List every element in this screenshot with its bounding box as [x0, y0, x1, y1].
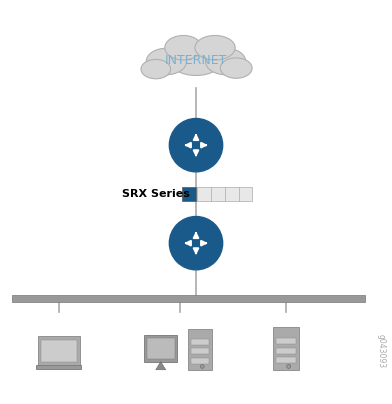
FancyBboxPatch shape	[38, 337, 80, 365]
FancyBboxPatch shape	[147, 338, 175, 359]
FancyBboxPatch shape	[41, 340, 77, 362]
Ellipse shape	[169, 42, 223, 76]
FancyBboxPatch shape	[276, 338, 296, 344]
FancyBboxPatch shape	[12, 295, 365, 301]
Ellipse shape	[141, 59, 171, 79]
Circle shape	[200, 364, 204, 368]
FancyBboxPatch shape	[274, 327, 299, 370]
Circle shape	[169, 217, 223, 270]
Circle shape	[287, 364, 291, 368]
Text: INTERNET: INTERNET	[165, 55, 227, 67]
FancyBboxPatch shape	[197, 187, 252, 201]
Circle shape	[169, 118, 223, 172]
Ellipse shape	[195, 36, 235, 60]
Ellipse shape	[165, 36, 202, 60]
FancyBboxPatch shape	[191, 339, 209, 345]
FancyBboxPatch shape	[144, 335, 177, 362]
Ellipse shape	[220, 58, 252, 78]
Ellipse shape	[146, 48, 187, 75]
Polygon shape	[156, 362, 166, 370]
FancyBboxPatch shape	[276, 358, 296, 364]
FancyBboxPatch shape	[182, 187, 196, 201]
FancyBboxPatch shape	[36, 365, 82, 368]
FancyBboxPatch shape	[188, 328, 212, 370]
Text: g043093: g043093	[377, 334, 386, 368]
Ellipse shape	[205, 48, 246, 75]
FancyBboxPatch shape	[191, 358, 209, 364]
Text: SRX Series: SRX Series	[122, 189, 189, 199]
FancyBboxPatch shape	[191, 348, 209, 354]
FancyBboxPatch shape	[276, 348, 296, 354]
